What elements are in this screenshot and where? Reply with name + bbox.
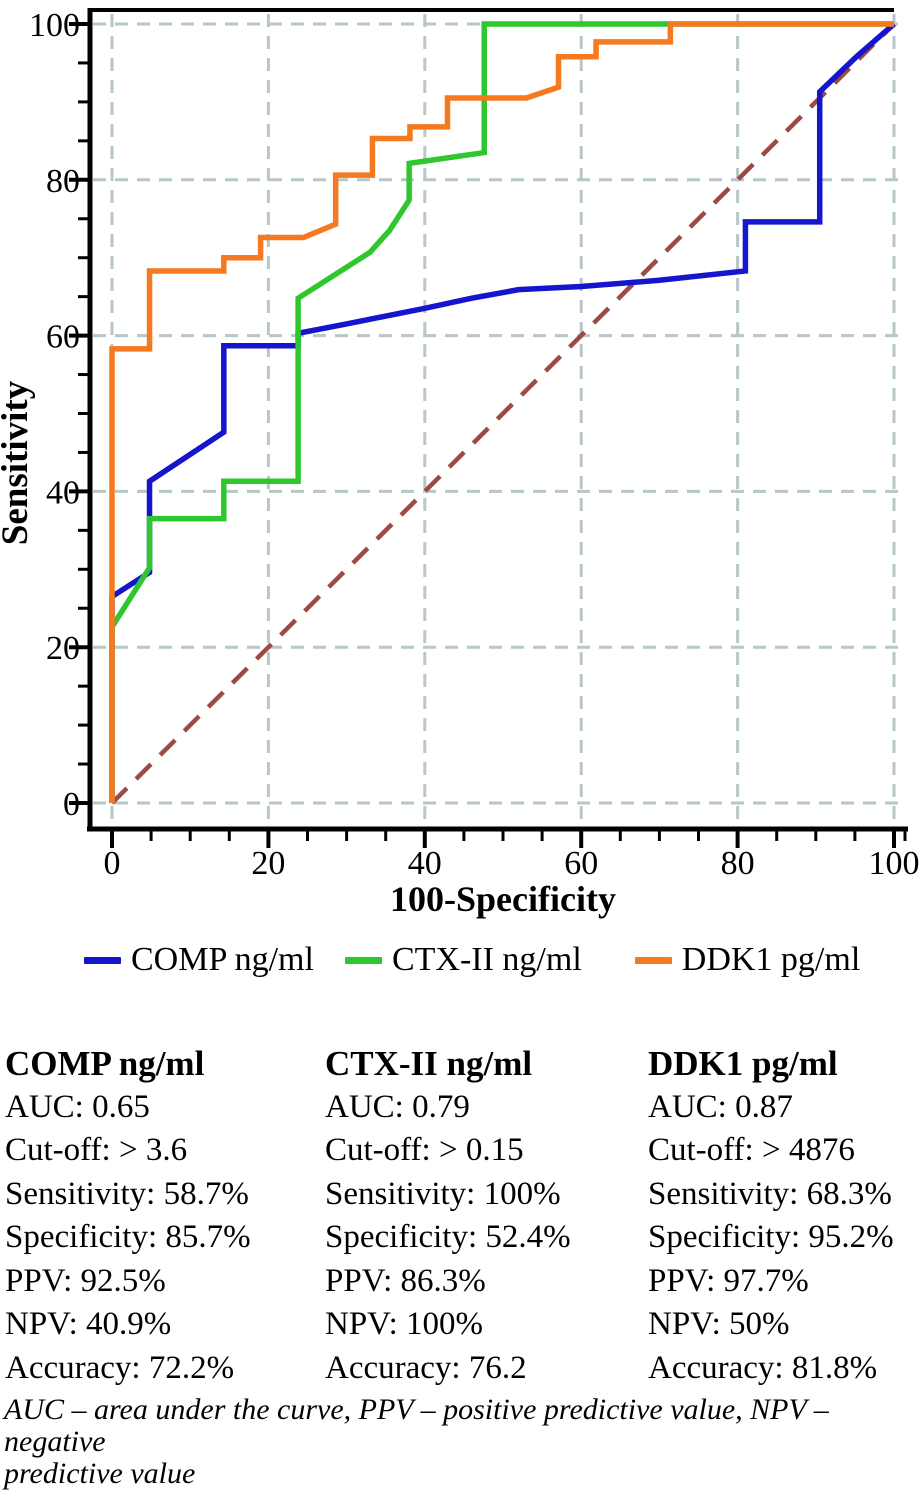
roc-curve-ctx-ii: [109, 21, 894, 803]
stat-line-ppv: PPV: 86.3%: [325, 1262, 486, 1299]
legend-item-ctx-ii: CTX-II ng/ml: [344, 941, 582, 979]
stat-line-ppv: PPV: 97.7%: [648, 1262, 809, 1299]
stat-line-npv: NPV: 100%: [325, 1306, 483, 1342]
roc-chart: 0 20 40 60 80 100 0 20 40 60 80 100 100-Specificity S…: [0, 7, 920, 919]
stats-header-ddk1: DDK1 pg/ml: [648, 1044, 838, 1083]
stat-line-cutoff: Cut-off: > 3.6: [5, 1132, 188, 1168]
stat-line-accuracy: Accuracy: 76.2: [325, 1349, 527, 1386]
stat-line-specificity: Specificity: 95.2%: [648, 1219, 894, 1255]
y-axis-title: Sensitivity: [0, 380, 36, 545]
legend-label-comp: COMP ng/ml: [131, 941, 314, 978]
legend: COMP ng/ml CTX-II ng/ml DDK1 pg/ml: [84, 941, 860, 979]
svg-text:80: 80: [721, 845, 755, 882]
roc-plot: 0 20 40 60 80 100 0 20 40 60 80 100 100-Specificity S…: [0, 7, 920, 919]
y-tick-labels: 0 20 40 60 80 100: [29, 7, 80, 823]
svg-text:20: 20: [251, 845, 285, 882]
svg-text:100: 100: [29, 7, 80, 44]
stats-header-comp: COMP ng/ml: [5, 1044, 205, 1083]
stat-line-auc: AUC: 0.79: [325, 1088, 470, 1125]
stat-line-cutoff: Cut-off: > 0.15: [325, 1132, 524, 1168]
stat-line-specificity: Specificity: 85.7%: [5, 1219, 251, 1255]
legend-swatch-ctx-ii: [344, 956, 382, 964]
gridlines: [93, 14, 906, 829]
stat-line-npv: NPV: 50%: [648, 1306, 790, 1342]
stat-line-accuracy: Accuracy: 72.2%: [5, 1349, 235, 1386]
stats-header-ctx-ii: CTX-II ng/ml: [325, 1044, 533, 1083]
stats-column-ctx-ii: CTX-II ng/ml AUC: 0.79 Cut-off: > 0.15 S…: [325, 1042, 571, 1390]
footnote: AUC – area under the curve, PPV – positi…: [4, 1394, 916, 1490]
footnote-line-1: AUC – area under the curve, PPV – positi…: [4, 1393, 829, 1458]
legend-item-ddk1: DDK1 pg/ml: [634, 941, 861, 979]
stat-line-sensitivity: Sensitivity: 100%: [325, 1175, 561, 1212]
stat-line-specificity: Specificity: 52.4%: [325, 1219, 571, 1255]
reference-diagonal: [110, 22, 896, 805]
stat-line-sensitivity: Sensitivity: 58.7%: [5, 1175, 249, 1212]
svg-text:60: 60: [564, 845, 598, 882]
footnote-line-2: predictive value: [4, 1457, 196, 1490]
stats-column-comp: COMP ng/ml AUC: 0.65 Cut-off: > 3.6 Sens…: [5, 1042, 251, 1390]
svg-text:0: 0: [63, 786, 80, 823]
legend-label-ddk1: DDK1 pg/ml: [681, 941, 861, 978]
legend-swatch-comp: [84, 956, 121, 964]
roc-curve-comp: [109, 21, 896, 803]
stat-line-auc: AUC: 0.87: [648, 1088, 793, 1125]
stat-line-sensitivity: Sensitivity: 68.3%: [648, 1175, 892, 1212]
svg-text:100: 100: [869, 845, 920, 882]
svg-text:20: 20: [46, 630, 80, 667]
svg-text:40: 40: [46, 474, 80, 511]
axes: [87, 8, 908, 832]
stat-line-accuracy: Accuracy: 81.8%: [648, 1349, 878, 1386]
x-tick-labels: 0 20 40 60 80 100: [104, 845, 920, 882]
roc-curve-ddk1: [109, 21, 894, 803]
stat-line-npv: NPV: 40.9%: [5, 1306, 172, 1342]
svg-text:80: 80: [46, 163, 80, 200]
stat-line-ppv: PPV: 92.5%: [5, 1262, 166, 1299]
stats-column-ddk1: DDK1 pg/ml AUC: 0.87 Cut-off: > 4876 Sen…: [648, 1042, 894, 1390]
page: { "chart_data": { "type": "line", "subty…: [0, 7, 920, 1490]
svg-text:0: 0: [104, 845, 121, 882]
x-axis-title: 100-Specificity: [390, 879, 616, 919]
svg-text:60: 60: [46, 319, 80, 356]
ticks: [69, 22, 907, 848]
legend-swatch-ddk1: [634, 956, 672, 964]
stat-line-auc: AUC: 0.65: [5, 1088, 150, 1125]
legend-label-ctx-ii: CTX-II ng/ml: [391, 941, 582, 978]
stat-line-cutoff: Cut-off: > 4876: [648, 1132, 855, 1168]
svg-text:40: 40: [408, 845, 442, 882]
legend-item-comp: COMP ng/ml: [84, 941, 314, 979]
